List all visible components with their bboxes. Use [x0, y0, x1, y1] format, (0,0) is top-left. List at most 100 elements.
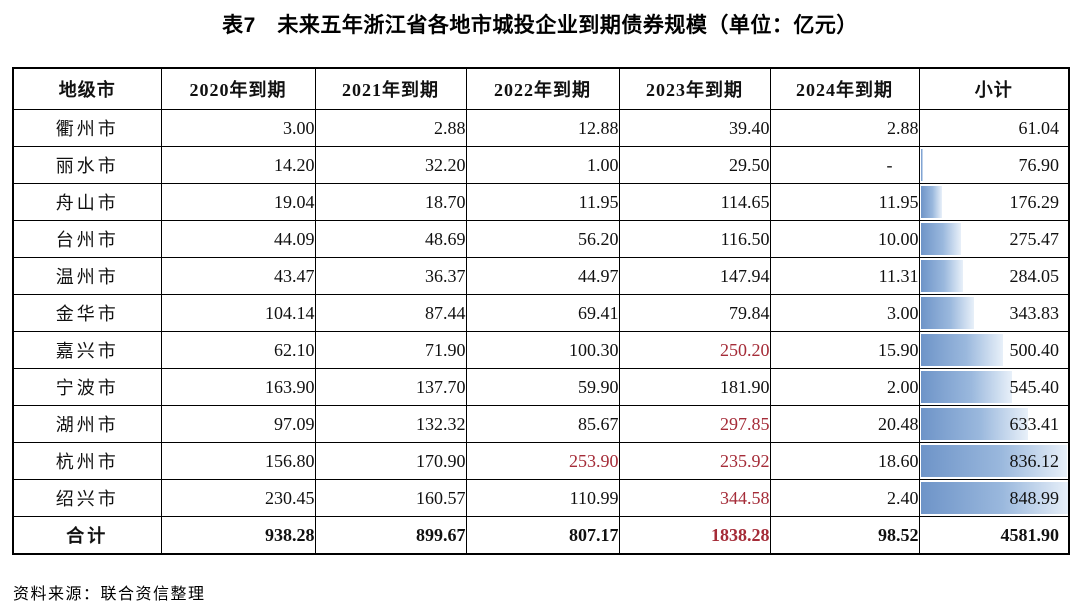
- value-cell: 18.60: [769, 442, 920, 480]
- header-row: 地级市 2020年到期 2021年到期 2022年到期 2023年到期 2024…: [12, 67, 1070, 110]
- subtotal-cell: 76.90: [918, 146, 1070, 184]
- value-cell: 2.88: [769, 109, 920, 147]
- column-header-subtotal: 小计: [918, 67, 1070, 110]
- subtotal-cell: 61.04: [918, 109, 1070, 147]
- value-cell: 938.28: [160, 516, 316, 555]
- value-cell: 18.70: [314, 183, 467, 221]
- value-cell: 250.20: [618, 331, 771, 369]
- subtotal-cell: 343.83: [918, 294, 1070, 332]
- column-header-city: 地级市: [12, 67, 162, 110]
- city-cell: 嘉兴市: [12, 331, 162, 369]
- city-cell: 宁波市: [12, 368, 162, 406]
- subtotal-databar: [920, 334, 1004, 366]
- subtotal-cell: 500.40: [918, 331, 1070, 369]
- table-title: 表7 未来五年浙江省各地市城投企业到期债券规模（单位：亿元）: [222, 14, 858, 37]
- subtotal-value: 176.29: [1009, 191, 1060, 212]
- value-cell: 147.94: [618, 257, 771, 295]
- subtotal-value: 4581.90: [1000, 524, 1060, 545]
- table-row: 嘉兴市 62.10 71.90 100.30 250.20 15.90 500.…: [12, 331, 1070, 369]
- value-cell: 114.65: [618, 183, 771, 221]
- table-row: 台州市 44.09 48.69 56.20 116.50 10.00 275.4…: [12, 220, 1070, 258]
- value-cell: 116.50: [618, 220, 771, 258]
- value-cell: 235.92: [618, 442, 771, 480]
- column-header-2023: 2023年到期: [618, 67, 771, 110]
- city-cell: 丽水市: [12, 146, 162, 184]
- table-row: 杭州市 156.80 170.90 253.90 235.92 18.60 83…: [12, 442, 1070, 480]
- value-cell: 2.88: [314, 109, 467, 147]
- city-cell: 台州市: [12, 220, 162, 258]
- subtotal-value: 836.12: [1009, 450, 1060, 471]
- city-cell: 衢州市: [12, 109, 162, 147]
- value-cell: 230.45: [160, 479, 316, 517]
- subtotal-value: 500.40: [1009, 339, 1060, 360]
- value-cell: 170.90: [314, 442, 467, 480]
- value-cell: 156.80: [160, 442, 316, 480]
- value-cell: 181.90: [618, 368, 771, 406]
- value-cell: 36.37: [314, 257, 467, 295]
- bond-maturity-table: 地级市 2020年到期 2021年到期 2022年到期 2023年到期 2024…: [12, 67, 1070, 555]
- subtotal-cell: 176.29: [918, 183, 1070, 221]
- value-cell: 48.69: [314, 220, 467, 258]
- subtotal-value: 848.99: [1009, 487, 1060, 508]
- column-header-2021: 2021年到期: [314, 67, 467, 110]
- subtotal-cell: 836.12: [918, 442, 1070, 480]
- subtotal-databar: [920, 223, 961, 255]
- value-cell: 110.99: [465, 479, 620, 517]
- value-cell: 44.09: [160, 220, 316, 258]
- column-header-2024: 2024年到期: [769, 67, 920, 110]
- value-cell: 62.10: [160, 331, 316, 369]
- value-cell: 3.00: [160, 109, 316, 147]
- value-cell: 899.67: [314, 516, 467, 555]
- column-header-2022: 2022年到期: [465, 67, 620, 110]
- subtotal-cell: 633.41: [918, 405, 1070, 443]
- value-cell: 15.90: [769, 331, 920, 369]
- table-body: 衢州市 3.00 2.88 12.88 39.40 2.88 61.04 丽水市…: [12, 109, 1070, 555]
- value-cell: 2.40: [769, 479, 920, 517]
- city-cell: 合计: [12, 516, 162, 555]
- subtotal-value: 275.47: [1009, 228, 1060, 249]
- subtotal-cell: 284.05: [918, 257, 1070, 295]
- subtotal-databar: [920, 260, 963, 292]
- table-row: 绍兴市 230.45 160.57 110.99 344.58 2.40 848…: [12, 479, 1070, 517]
- value-cell: 160.57: [314, 479, 467, 517]
- value-cell: 98.52: [769, 516, 920, 555]
- table-row: 金华市 104.14 87.44 69.41 79.84 3.00 343.83: [12, 294, 1070, 332]
- table-header: 地级市 2020年到期 2021年到期 2022年到期 2023年到期 2024…: [12, 67, 1070, 110]
- value-cell: 344.58: [618, 479, 771, 517]
- value-cell: 297.85: [618, 405, 771, 443]
- value-cell: 253.90: [465, 442, 620, 480]
- value-cell: 12.88: [465, 109, 620, 147]
- value-cell: 1.00: [465, 146, 620, 184]
- subtotal-databar: [920, 297, 974, 329]
- city-cell: 金华市: [12, 294, 162, 332]
- table-row: 湖州市 97.09 132.32 85.67 297.85 20.48 633.…: [12, 405, 1070, 443]
- source-note: 资料来源：联合资信整理: [13, 586, 206, 603]
- subtotal-cell: 4581.90: [918, 516, 1070, 555]
- value-cell: 11.31: [769, 257, 920, 295]
- value-cell: 11.95: [465, 183, 620, 221]
- subtotal-value: 284.05: [1009, 265, 1060, 286]
- value-cell: 137.70: [314, 368, 467, 406]
- value-cell: 44.97: [465, 257, 620, 295]
- value-cell: -: [769, 146, 920, 184]
- value-cell: 19.04: [160, 183, 316, 221]
- value-cell: 100.30: [465, 331, 620, 369]
- value-cell: 56.20: [465, 220, 620, 258]
- value-cell: 79.84: [618, 294, 771, 332]
- value-cell: 3.00: [769, 294, 920, 332]
- city-cell: 杭州市: [12, 442, 162, 480]
- value-cell: 69.41: [465, 294, 620, 332]
- subtotal-cell: 545.40: [918, 368, 1070, 406]
- value-cell: 97.09: [160, 405, 316, 443]
- column-header-2020: 2020年到期: [160, 67, 316, 110]
- city-cell: 湖州市: [12, 405, 162, 443]
- subtotal-value: 61.04: [1018, 117, 1060, 138]
- value-cell: 71.90: [314, 331, 467, 369]
- value-cell: 2.00: [769, 368, 920, 406]
- table-row: 温州市 43.47 36.37 44.97 147.94 11.31 284.0…: [12, 257, 1070, 295]
- value-cell: 1838.28: [618, 516, 771, 555]
- value-cell: 20.48: [769, 405, 920, 443]
- value-cell: 104.14: [160, 294, 316, 332]
- subtotal-value: 633.41: [1009, 413, 1060, 434]
- table-row: 宁波市 163.90 137.70 59.90 181.90 2.00 545.…: [12, 368, 1070, 406]
